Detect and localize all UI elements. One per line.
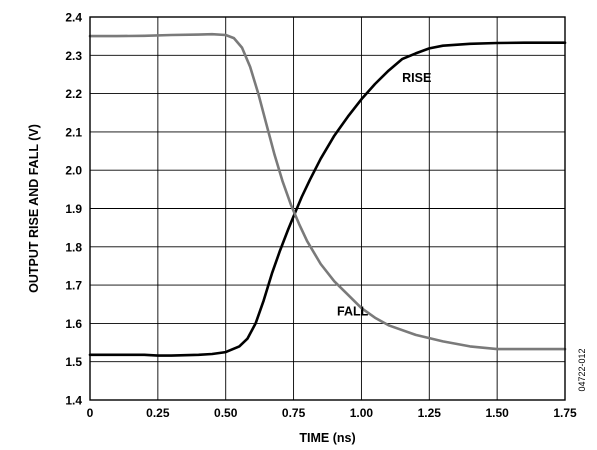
x-tick-label: 0.25 (146, 406, 170, 420)
series-line-fall (88, 32, 567, 351)
x-tick-label: 1.00 (350, 406, 374, 420)
figure-id: 04722-012 (577, 348, 587, 391)
y-tick-label: 1.5 (65, 355, 82, 369)
x-tick-label: 0.50 (214, 406, 238, 420)
x-axis-title: TIME (ns) (299, 431, 355, 445)
annotation-rise: RISE (402, 71, 431, 85)
y-tick-labels: 1.4 1.5 1.6 1.7 1.8 1.9 2.0 2.1 2.2 2.3 2.4 (65, 11, 82, 408)
y-tick-label: 1.9 (65, 202, 82, 216)
y-tick-label: 2.1 (65, 125, 82, 139)
x-tick-labels: 0 0.25 0.50 0.75 1.00 1.25 1.50 1.75 (87, 406, 577, 420)
y-tick-label: 2.3 (65, 49, 82, 63)
y-tick-label: 1.4 (65, 394, 82, 408)
x-tick-label: 1.50 (485, 406, 509, 420)
y-tick-label: 1.6 (65, 317, 82, 331)
series-line-rise (88, 41, 567, 357)
x-tick-label: 1.25 (418, 406, 442, 420)
y-tick-label: 1.7 (65, 279, 82, 293)
y-tick-label: 2.4 (65, 11, 82, 25)
x-tick-label: 1.75 (553, 406, 577, 420)
series-layer (88, 32, 567, 357)
y-tick-label: 2.2 (65, 87, 82, 101)
grid (90, 17, 565, 400)
y-tick-label: 1.8 (65, 240, 82, 254)
y-tick-label: 2.0 (65, 164, 82, 178)
plot-frame (89, 16, 566, 401)
x-tick-label: 0 (87, 406, 94, 420)
annotation-fall: FALL (337, 305, 369, 319)
y-axis-title: OUTPUT RISE AND FALL (V) (27, 124, 41, 293)
x-tick-label: 0.75 (282, 406, 306, 420)
